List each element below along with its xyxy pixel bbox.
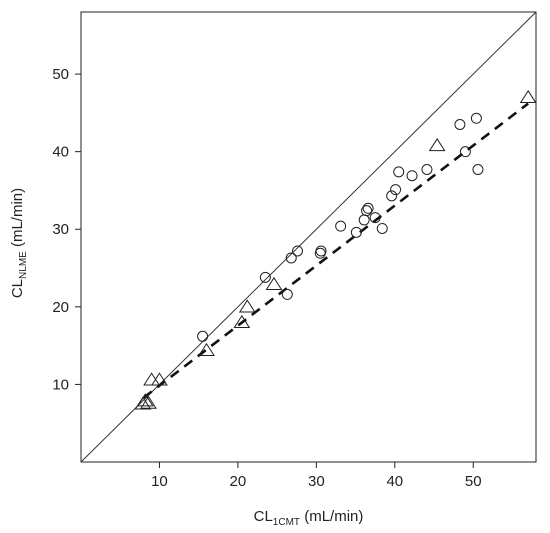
data-point-triangle [233, 314, 251, 329]
data-point-triangle [151, 372, 168, 386]
data-point-circle [406, 170, 418, 182]
data-point-circle [454, 119, 466, 130]
data-point-circle [376, 222, 388, 234]
data-point-circle [361, 205, 373, 217]
data-point-circle [421, 164, 433, 175]
y-axis-title: CLNLME (mL/min) [9, 188, 29, 298]
y-tick-label: 20 [52, 299, 69, 316]
data-point-circle [197, 330, 209, 342]
data-point-triangle [265, 276, 283, 291]
data-point-circle [285, 252, 297, 264]
data-point-circle [386, 190, 398, 202]
data-point-circle [281, 288, 293, 300]
x-tick-label: 10 [151, 473, 168, 490]
data-point-circle [259, 271, 271, 283]
axis-ticks: 10 20 30 40 50 10 20 30 40 50 [52, 66, 481, 490]
plot-area [80, 11, 537, 463]
data-point-triangle [428, 138, 446, 152]
regression-fit-line [142, 102, 529, 399]
data-point-circle [292, 245, 304, 257]
data-point-triangle [140, 395, 157, 409]
data-point-triangle [238, 299, 256, 313]
data-point-circle [369, 212, 381, 224]
plot-frame [80, 11, 537, 463]
x-tick-label: 30 [308, 473, 325, 490]
x-tick-label: 20 [230, 473, 247, 490]
data-point-circle [470, 112, 482, 124]
data-point-circle [393, 166, 405, 178]
y-tick-label: 30 [52, 221, 69, 238]
data-point-circle [459, 146, 471, 158]
x-tick-label: 40 [386, 473, 403, 490]
data-point-triangle [136, 393, 154, 407]
data-point-triangle [519, 89, 537, 104]
data-point-circle [315, 245, 327, 257]
x-tick-label: 50 [465, 473, 482, 490]
y-tick-label: 50 [52, 66, 69, 83]
y-tick-label: 40 [52, 144, 69, 161]
data-point-circle [362, 202, 374, 214]
data-point-circle [472, 164, 484, 175]
data-point-circle [335, 220, 347, 232]
y-tick-label: 10 [52, 376, 69, 393]
data-point-circle [350, 226, 362, 238]
data-point-triangle [198, 342, 215, 356]
identity-line [81, 12, 536, 462]
x-axis-title: CL1CMT (mL/min) [254, 508, 364, 528]
data-point-circle [390, 184, 402, 196]
